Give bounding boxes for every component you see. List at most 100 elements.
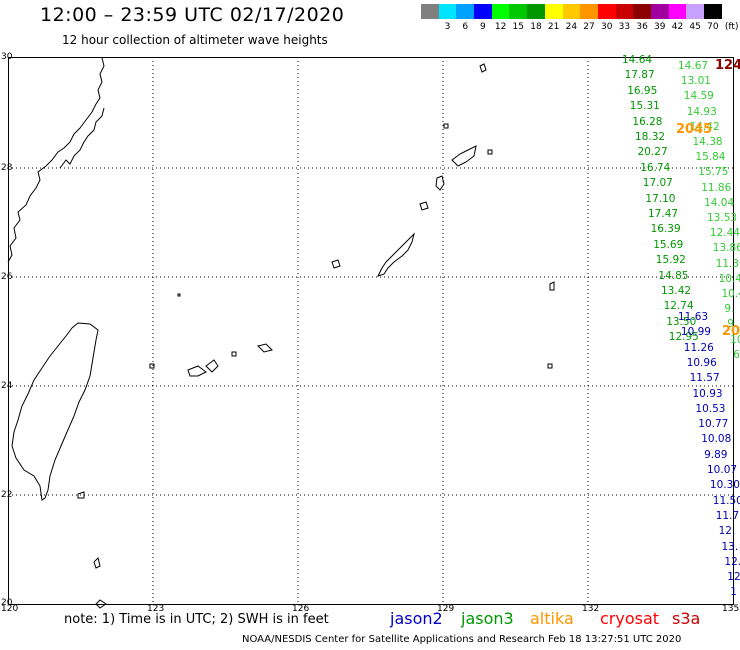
wave-height-value: 10.30: [709, 479, 740, 492]
island-small-12: [149, 363, 155, 369]
footer-credit: NOAA/NESDIS Center for Satellite Applica…: [242, 634, 682, 645]
legend-label: 9: [480, 22, 486, 32]
ishigaki-island: [187, 365, 207, 377]
legend-swatch: [615, 4, 634, 19]
lat-label-30: 30: [1, 52, 13, 62]
wave-height-value: 11.86: [701, 181, 732, 194]
island-small-9: [547, 363, 553, 369]
legend-label: 24: [565, 22, 578, 32]
wave-height-value: 10.77: [698, 418, 729, 431]
legend-swatch: [597, 4, 616, 19]
wave-height-value: 17.87: [624, 69, 655, 82]
legend-swatch: [580, 4, 598, 19]
wave-height-value: 17.07: [642, 177, 673, 190]
legend-label: 30: [600, 22, 613, 32]
legend-swatch: [704, 4, 722, 19]
legend-label: 45: [689, 22, 701, 32]
lat-label-20: 20: [1, 598, 13, 608]
wave-height-value: 16.95: [627, 84, 658, 97]
cryosat-marker-top: 124: [715, 58, 740, 73]
island-small-11: [231, 351, 237, 357]
okinawa-island: [377, 232, 415, 277]
altika-marker-mid: 20: [722, 324, 740, 339]
lon-label-123: 123: [147, 604, 165, 614]
mission-jason2: jason2: [390, 609, 443, 628]
wave-height-value: 17.47: [648, 208, 679, 220]
wave-height-value: 16.74: [640, 161, 671, 174]
wave-height-value: 14.85: [658, 269, 689, 282]
wave-height-value: 14.64: [622, 54, 653, 66]
island-small-2: [419, 201, 429, 211]
island-small-6: [487, 149, 493, 155]
legend-label: 15: [512, 22, 524, 32]
wave-height-value: 15.75: [698, 166, 729, 179]
wave-height-value: 14.42: [689, 120, 720, 133]
wave-height-value: 11.30: [715, 257, 740, 270]
page-subtitle: 12 hour collection of altimeter wave hei…: [62, 33, 328, 47]
legend-swatch: [421, 4, 439, 19]
wave-height-value: 10.93: [692, 387, 723, 400]
wave-height-value: 15.69: [653, 238, 684, 251]
legend-label: 42: [671, 22, 684, 32]
lon-label-120: 120: [1, 604, 19, 614]
wave-height-value: 11.63: [678, 311, 709, 323]
legend-swatch: [562, 4, 581, 19]
wave-height-value: 18.32: [635, 131, 666, 143]
legend-swatch: [438, 4, 457, 19]
legend-label: (ft): [724, 22, 739, 32]
wave-height-value: 9.: [724, 303, 735, 316]
wave-height-value: 13.53: [707, 212, 738, 224]
wave-height-value: 12.95: [668, 331, 699, 344]
wave-height-value: 12.: [724, 555, 740, 568]
color-legend-labels: 3 6 9 12 15 18 21 24 27 30 33 36 39 42 45 70 (ft): [421, 22, 740, 32]
legend-swatch: [456, 4, 475, 19]
wave-height-value: 9.89: [704, 448, 728, 461]
wave-height-value: 14.67: [678, 60, 709, 72]
lon-label-135: 135: [722, 604, 740, 614]
island-small-3: [331, 259, 341, 269]
wave-height-value: 10.08: [701, 433, 732, 446]
lon-label-129: 129: [437, 604, 455, 614]
island-small-7: [479, 63, 487, 73]
mission-s3a: s3a: [672, 609, 701, 628]
legend-swatch: [491, 4, 510, 19]
wave-height-value: 20.27: [637, 146, 668, 159]
lat-label-22: 22: [1, 490, 13, 500]
wave-height-value: 17.10: [645, 192, 676, 205]
legend-label: 70: [707, 22, 719, 32]
china-coastline: [7, 57, 105, 263]
china-coast-detail: [59, 107, 105, 169]
lat-label-26: 26: [1, 272, 13, 282]
wave-height-value: 13.42: [661, 285, 692, 297]
wave-height-value: 15.31: [629, 100, 660, 113]
lon-label-126: 126: [292, 604, 310, 614]
wave-height-value: 15.84: [695, 151, 726, 164]
wave-height-value: 12.74: [663, 300, 694, 313]
lat-label-24: 24: [1, 381, 13, 391]
legend-label: 27: [583, 22, 595, 32]
wave-height-value: 16.39: [650, 223, 681, 236]
island-small-8: [549, 281, 555, 291]
legend-swatch: [544, 4, 563, 19]
legend-swatch: [686, 4, 704, 19]
wave-height-value: 10.96: [686, 356, 717, 369]
island-small-1: [435, 175, 445, 191]
island-small-14: [443, 123, 449, 129]
color-legend: [421, 4, 722, 19]
wave-height-value: 11.7: [715, 509, 740, 522]
wave-height-value: 13.: [721, 540, 739, 553]
mission-altika: altika: [530, 609, 574, 628]
wave-height-value: 15.92: [655, 254, 686, 267]
lon-label-132: 132: [582, 604, 600, 614]
amami-island: [451, 145, 477, 167]
map-frame: [8, 57, 734, 605]
miyako-island: [257, 343, 273, 353]
legend-label: 12: [494, 22, 507, 32]
wave-height-value: 10.99: [680, 326, 711, 339]
legend-label: 39: [654, 22, 666, 32]
wave-height-value: 10.07: [707, 464, 738, 476]
wave-height-value: 11.57: [689, 372, 720, 385]
legend-swatch: [509, 4, 528, 19]
legend-label: 6: [462, 22, 469, 32]
